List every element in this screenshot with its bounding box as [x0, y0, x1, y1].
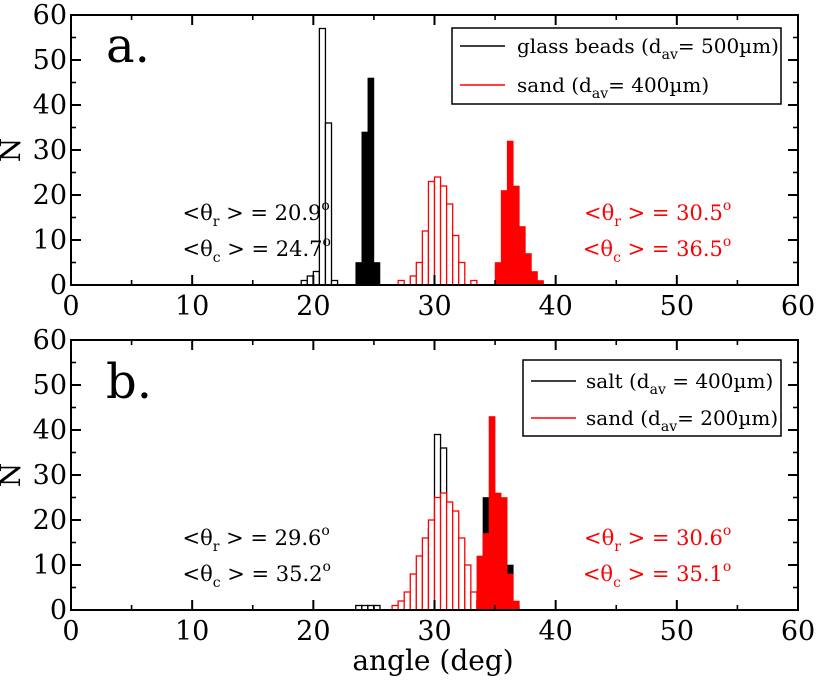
y-tick-label: 10 [33, 550, 67, 581]
y-tick-label: 10 [33, 225, 67, 256]
histogram-bar [361, 131, 369, 286]
histogram-bar [464, 564, 472, 611]
histogram-bar [512, 185, 520, 286]
panel-label: b. [106, 354, 152, 410]
histogram-bar [427, 519, 436, 611]
histogram-bar [439, 185, 448, 286]
histogram-bar [500, 190, 508, 286]
x-tick-label: 20 [296, 616, 330, 647]
histogram-bar [476, 555, 484, 611]
legend-entry: sand (dav= 200µm) [586, 406, 778, 435]
y-tick-label: 40 [33, 90, 67, 121]
histogram-bar [373, 262, 381, 286]
y-tick-label: 60 [33, 0, 67, 31]
x-tick-label: 30 [417, 291, 451, 322]
panel-b: 0 10 20 30 40 50 60 0 10 20 30 40 50 60 Nb. salt (dav =… [0, 325, 815, 647]
y-axis-label: N [0, 463, 27, 488]
histogram-bar [439, 492, 448, 611]
y-tick-label: 0 [50, 270, 67, 301]
histogram-bar [445, 203, 454, 286]
histogram-bar [409, 275, 417, 286]
histogram-bar [421, 537, 430, 611]
histogram-bar [367, 77, 375, 286]
y-tick-label: 50 [33, 370, 67, 401]
legend: salt (dav = 400µm) sand (dav= 200µm) [522, 359, 782, 437]
histogram-bar [512, 600, 520, 611]
x-tick-label: 60 [781, 291, 815, 322]
histogram-bar [519, 226, 526, 286]
x-tick-label: 40 [538, 291, 572, 322]
y-axis-label: N [0, 138, 27, 163]
y-tick-label: 0 [50, 595, 67, 626]
histogram-bar [427, 180, 436, 286]
legend-box [522, 359, 782, 437]
histogram-bar [415, 261, 424, 286]
y-tick-label: 40 [33, 415, 67, 446]
histogram-bar [409, 573, 417, 611]
histogram-bar [494, 262, 502, 286]
y-tick-label: 50 [33, 45, 67, 76]
histogram-bar [458, 261, 466, 286]
legend-entry: salt (dav = 400µm) [586, 369, 773, 398]
histogram-bar [445, 501, 454, 611]
y-tick-label: 60 [33, 325, 67, 356]
histogram-bar [470, 591, 478, 611]
mean-angle-annotation: <θr > = 30.5o [584, 198, 731, 230]
histogram-bar [458, 537, 466, 611]
histogram-bar [397, 600, 405, 611]
legend-box [451, 27, 782, 105]
x-tick-label: 0 [62, 291, 79, 322]
histogram-bar [355, 262, 363, 286]
y-tick-label: 20 [33, 505, 67, 536]
x-tick-label: 10 [175, 291, 209, 322]
mean-angle-annotation: <θc > = 24.7o [182, 234, 331, 266]
x-axis-label: angle (deg) [352, 644, 513, 677]
mean-angle-annotation: <θc > = 36.5o [583, 234, 732, 266]
histogram-bar [506, 573, 514, 611]
y-tick-label: 30 [33, 135, 67, 166]
histogram-bar [433, 176, 442, 286]
legend: glass beads (dav= 500µm) sand (dav= 400µm… [451, 27, 782, 105]
mean-angle-annotation: <θc > = 35.2o [182, 559, 331, 591]
histogram-bar [488, 416, 496, 611]
mean-angle-annotation: <θr > = 20.9o [182, 198, 329, 230]
x-tick-label: 30 [417, 616, 451, 647]
histogram-bar [506, 140, 514, 286]
histogram-bar [452, 234, 460, 286]
histogram-bar [433, 496, 442, 611]
x-tick-label: 10 [175, 616, 209, 647]
x-tick-label: 60 [781, 616, 815, 647]
histogram-bar [403, 591, 411, 611]
histogram-bar [500, 497, 508, 611]
panel-a: 0 10 20 30 40 50 60 0 10 20 30 40 50 60 Na. glass beads… [0, 0, 815, 322]
panel-label: a. [106, 18, 150, 74]
x-tick-label: 20 [296, 291, 330, 322]
mean-angle-annotation: <θc > = 35.1o [583, 559, 732, 591]
histogram-bar [494, 492, 502, 611]
x-tick-label: 40 [538, 616, 572, 647]
x-tick-label: 0 [62, 616, 79, 647]
legend-entry: sand (dav= 400µm) [517, 73, 709, 102]
y-tick-label: 30 [33, 460, 67, 491]
x-tick-label: 50 [660, 291, 694, 322]
histogram-bar [482, 533, 490, 611]
y-tick-label: 20 [33, 180, 67, 211]
histogram-bar [531, 271, 538, 286]
histogram-bar [421, 230, 430, 286]
mean-angle-annotation: <θr > = 29.6o [182, 523, 329, 555]
legend-entry: glass beads (dav= 500µm) [517, 34, 779, 63]
histogram-bar [452, 510, 460, 611]
histogram-bar [525, 253, 532, 286]
mean-angle-annotation: <θr > = 30.6o [584, 523, 731, 555]
x-tick-label: 50 [660, 616, 694, 647]
histogram-bar [415, 555, 424, 611]
